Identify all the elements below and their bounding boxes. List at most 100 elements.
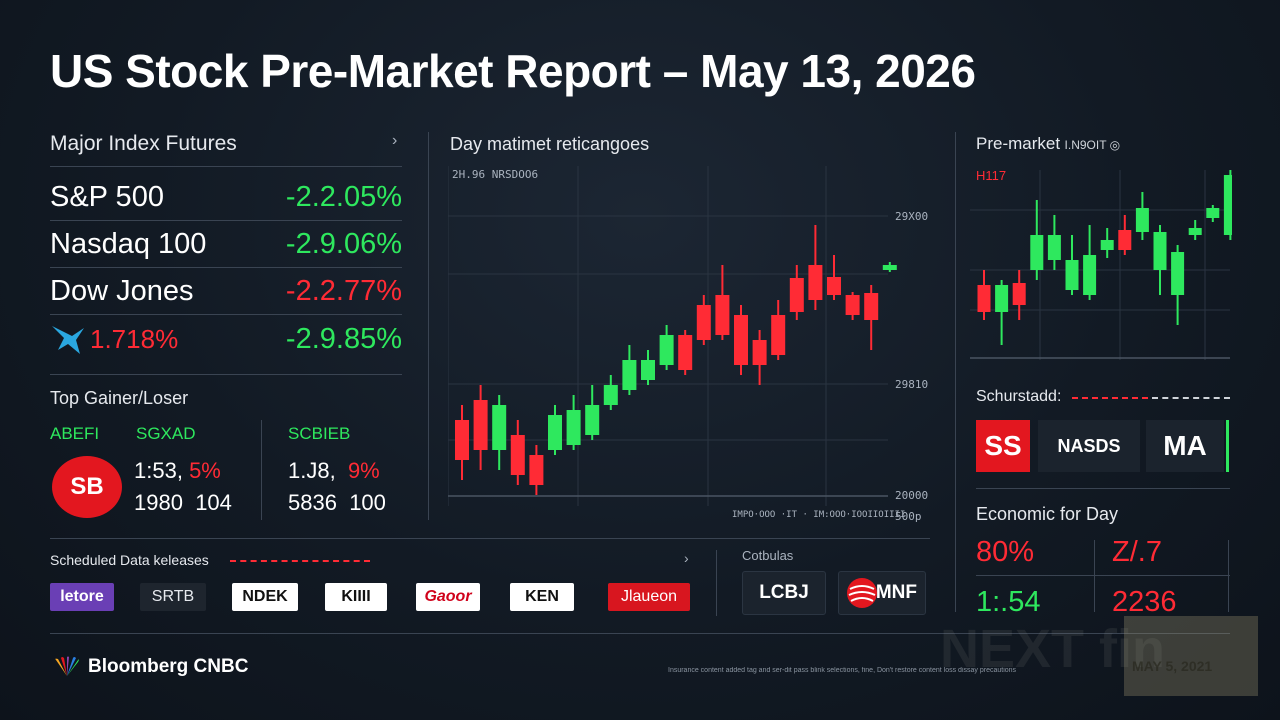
divider — [230, 560, 370, 562]
divider — [976, 575, 1230, 576]
candle-body — [529, 455, 544, 485]
main-candlestick-chart[interactable] — [448, 166, 938, 526]
catalyst-logo-label: MNF — [875, 582, 917, 603]
candle-body — [603, 385, 618, 405]
schedule-right-header: Schurstadd: — [976, 388, 1062, 405]
candle-body — [789, 278, 804, 312]
candle-body — [1083, 255, 1097, 295]
loser-value: 5836 — [288, 490, 337, 515]
candle-body — [585, 405, 600, 435]
axis-label: 29810 — [895, 378, 929, 391]
sources-label: Bloomberg CNBC — [88, 656, 249, 677]
premarket-header-wrap: Pre-market I.N9OIT ◎ — [976, 134, 1120, 154]
divider — [428, 132, 429, 520]
chevron-right-icon[interactable]: › — [684, 550, 689, 566]
premarket-header-tail: I.N9OIT ◎ — [1064, 138, 1121, 152]
loser-line1: 1.J8, 9% — [288, 458, 380, 484]
watermark-box — [1124, 616, 1258, 696]
peacock-icon — [55, 656, 79, 676]
index-change: -2.9.85% — [285, 322, 402, 355]
premarket-candlestick-chart[interactable] — [970, 170, 1232, 370]
ticker-label: ABEFI — [50, 424, 100, 443]
candle-body — [1012, 283, 1026, 305]
ticker-label: SCBIEB — [288, 424, 351, 443]
candle-body — [1135, 208, 1149, 232]
candle-body — [566, 410, 581, 445]
axis-label: 29X00 — [895, 210, 929, 223]
axis-label: 20000 — [895, 489, 929, 502]
schedule-tile[interactable]: SS — [976, 420, 1030, 472]
candle-body — [659, 335, 674, 365]
sources: Bloomberg CNBC — [50, 656, 248, 678]
premarket-note: H117 — [976, 168, 1007, 183]
release-logo[interactable]: Gaoor — [416, 583, 480, 611]
premarket-header: Pre-market — [976, 134, 1061, 153]
index-change: -2.2.05% — [285, 180, 402, 213]
gainer-pct: 5% — [189, 458, 221, 483]
schedule-tile[interactable]: NASDS — [1038, 420, 1140, 472]
accent-bar — [1226, 420, 1229, 472]
divider — [50, 633, 1230, 634]
candle-body — [977, 285, 991, 312]
futures-row-nasdaq100[interactable]: Nasdaq 100 -2.9.06% — [50, 221, 402, 267]
futures-row-other[interactable]: 1.718% -2.9.85% — [50, 316, 402, 362]
axis-label: 500p — [895, 510, 922, 523]
catalyst-logo[interactable]: LCBJ — [742, 571, 826, 615]
gainer-badge[interactable]: SB — [52, 456, 122, 518]
economic-header: Economic for Day — [976, 504, 1119, 524]
divider — [50, 374, 402, 375]
candle-body — [1188, 228, 1202, 235]
candle-body — [1171, 252, 1185, 295]
index-name: Nasdaq 100 — [50, 227, 207, 260]
divider — [1094, 540, 1095, 612]
candle-body — [473, 400, 488, 450]
candle-body — [1206, 208, 1220, 218]
candle-body — [641, 360, 655, 380]
release-logo[interactable]: KEN — [510, 583, 574, 611]
futures-header: Major Index Futures — [50, 132, 237, 155]
index-change: -2.9.06% — [285, 227, 402, 260]
candle-body — [845, 295, 860, 315]
candle-body — [1223, 175, 1232, 235]
schedule-tile[interactable]: MA — [1146, 420, 1224, 472]
gainer-line1: 1:53, 5% — [134, 458, 221, 484]
divider — [50, 314, 402, 315]
bird-logo-icon — [52, 326, 84, 354]
gainer-volume: 104 — [195, 490, 232, 515]
scheduled-header: Scheduled Data keleases — [50, 552, 209, 568]
divider — [1228, 540, 1229, 612]
main-chart-header: Day matimet reticangoes — [450, 134, 650, 154]
candle-body — [734, 315, 748, 365]
candle-body — [715, 295, 730, 335]
candle-body — [771, 315, 786, 355]
release-logo[interactable]: SRTB — [140, 583, 206, 611]
divider — [1072, 397, 1148, 399]
divider — [976, 488, 1230, 489]
futures-row-sp500[interactable]: S&P 500 -2.2.05% — [50, 174, 402, 220]
ticker-label: SGXAD — [136, 424, 196, 443]
candle-body — [1030, 235, 1044, 270]
index-change: -2.2.77% — [285, 274, 402, 307]
divider — [955, 132, 956, 612]
fine-print: Insurance content added tag and ser-dit … — [668, 667, 1017, 674]
divider — [716, 550, 717, 616]
loser-line2: 5836 100 — [288, 490, 386, 516]
candle-body — [622, 360, 637, 390]
release-logo[interactable]: KIIII — [325, 583, 387, 611]
candle-body — [492, 405, 507, 450]
candle-body — [548, 415, 562, 450]
futures-row-dowjones[interactable]: Dow Jones -2.2.77% — [50, 268, 402, 314]
divider — [50, 220, 402, 221]
release-logo[interactable]: Jlaueon — [608, 583, 690, 611]
release-logo[interactable]: letore — [50, 583, 114, 611]
release-logo[interactable]: NDEK — [232, 583, 298, 611]
candle-body — [1100, 240, 1114, 250]
candle-body — [827, 277, 841, 295]
index-name-wrap: 1.718% — [50, 322, 178, 356]
chevron-right-icon[interactable]: › — [392, 132, 398, 149]
loser-volume: 100 — [349, 490, 386, 515]
candle-body — [678, 335, 693, 370]
globe-icon — [847, 578, 877, 608]
divider — [261, 420, 262, 520]
candle-body — [1047, 235, 1061, 260]
